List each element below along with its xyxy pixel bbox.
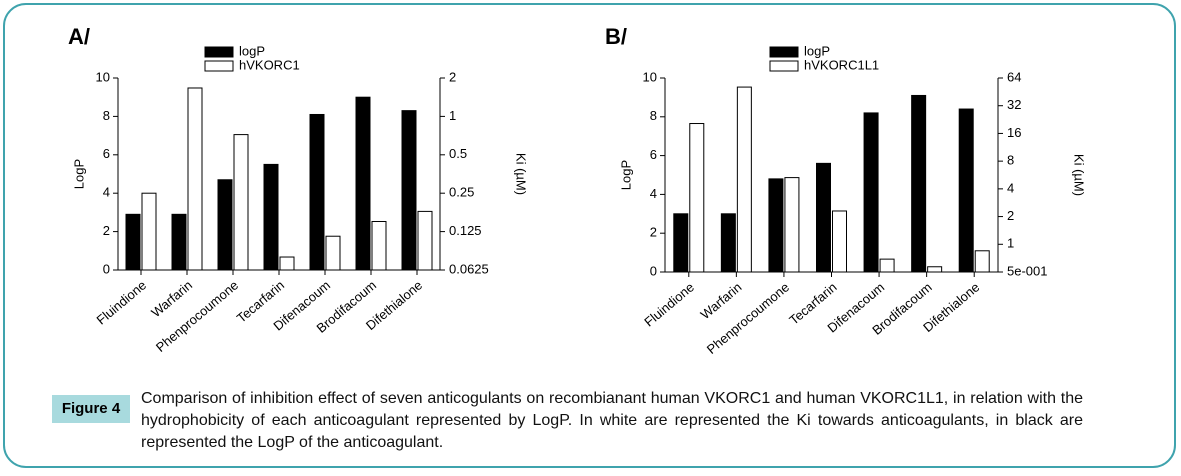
y-tick-label: 10 bbox=[96, 69, 110, 84]
x-tick-label: Fluindione bbox=[641, 279, 697, 329]
bar bbox=[217, 179, 233, 271]
y2-tick-label: 0.0625 bbox=[449, 261, 489, 276]
bar bbox=[879, 258, 895, 273]
x-tick-label: Warfarin bbox=[698, 279, 745, 322]
y2-axis-title: Ki (µM) bbox=[514, 153, 529, 195]
legend-swatch bbox=[204, 60, 234, 72]
bar bbox=[927, 266, 943, 273]
bar bbox=[768, 178, 784, 273]
bar bbox=[673, 213, 689, 273]
bar bbox=[233, 134, 249, 271]
y2-tick-label: 2 bbox=[449, 69, 456, 84]
bar bbox=[401, 110, 417, 271]
y-tick-label: 0 bbox=[650, 263, 657, 278]
bar bbox=[125, 213, 141, 271]
bar bbox=[355, 96, 371, 271]
caption-label-box bbox=[52, 395, 130, 423]
bar bbox=[689, 123, 705, 273]
bar bbox=[784, 177, 800, 273]
bar bbox=[974, 250, 990, 273]
bar bbox=[958, 108, 974, 273]
y2-axis-title: Ki (µM) bbox=[1072, 154, 1087, 196]
y-tick-label: 6 bbox=[650, 147, 657, 162]
y-tick-label: 10 bbox=[643, 69, 657, 84]
y2-tick-label: 32 bbox=[1007, 97, 1021, 112]
legend-swatch bbox=[769, 46, 799, 58]
bar bbox=[816, 162, 831, 273]
bar bbox=[263, 163, 279, 271]
y-tick-label: 4 bbox=[650, 186, 657, 201]
legend-label: hVKORC1 bbox=[239, 57, 300, 72]
y-tick-label: 2 bbox=[103, 223, 110, 238]
panel-title: B/ bbox=[605, 24, 627, 49]
y-tick-label: 8 bbox=[650, 108, 657, 123]
x-tick-label: Fluindione bbox=[94, 277, 150, 327]
bar bbox=[279, 256, 295, 271]
bar bbox=[911, 94, 927, 273]
bar bbox=[141, 192, 157, 271]
y2-tick-label: 1 bbox=[1007, 236, 1014, 251]
y2-tick-label: 1 bbox=[449, 108, 456, 123]
caption-label: Figure 4 bbox=[62, 400, 121, 417]
y2-tick-label: 8 bbox=[1007, 153, 1014, 168]
legend-label: logP bbox=[804, 43, 830, 58]
bar bbox=[309, 113, 325, 271]
y-tick-label: 2 bbox=[650, 225, 657, 240]
y2-tick-label: 0.5 bbox=[449, 146, 467, 161]
legend-label: logP bbox=[239, 43, 265, 58]
y-tick-label: 8 bbox=[103, 108, 110, 123]
bar bbox=[371, 220, 387, 271]
bar bbox=[417, 210, 433, 271]
x-tick-label: Phenprocoumone bbox=[153, 277, 241, 354]
y2-tick-label: 0.125 bbox=[449, 223, 482, 238]
panel-title: A/ bbox=[68, 24, 90, 49]
bar bbox=[736, 86, 752, 273]
bar bbox=[863, 112, 879, 273]
y-tick-label: 0 bbox=[103, 261, 110, 276]
y2-tick-label: 16 bbox=[1007, 125, 1021, 140]
bar bbox=[832, 210, 847, 273]
legend-label: hVKORC1L1 bbox=[804, 57, 879, 72]
legend-swatch bbox=[769, 60, 799, 72]
y2-tick-label: 4 bbox=[1007, 180, 1014, 195]
y-axis-title: LogP bbox=[71, 159, 86, 189]
y-tick-label: 4 bbox=[103, 185, 110, 200]
caption-text: Comparison of inhibition effect of seven… bbox=[141, 390, 1083, 451]
y-axis-title: LogP bbox=[618, 160, 633, 190]
frame bbox=[3, 3, 1176, 468]
y2-tick-label: 0.25 bbox=[449, 185, 474, 200]
bar bbox=[171, 213, 187, 271]
legend-swatch bbox=[204, 46, 234, 58]
y2-tick-label: 2 bbox=[1007, 208, 1014, 223]
y2-tick-label: 5e-001 bbox=[1007, 263, 1047, 278]
y-tick-label: 6 bbox=[103, 146, 110, 161]
bar bbox=[325, 235, 341, 271]
x-tick-label: Phenprocoumone bbox=[704, 279, 792, 356]
bar bbox=[720, 213, 736, 273]
y2-tick-label: 64 bbox=[1007, 69, 1021, 84]
bar bbox=[187, 87, 203, 271]
